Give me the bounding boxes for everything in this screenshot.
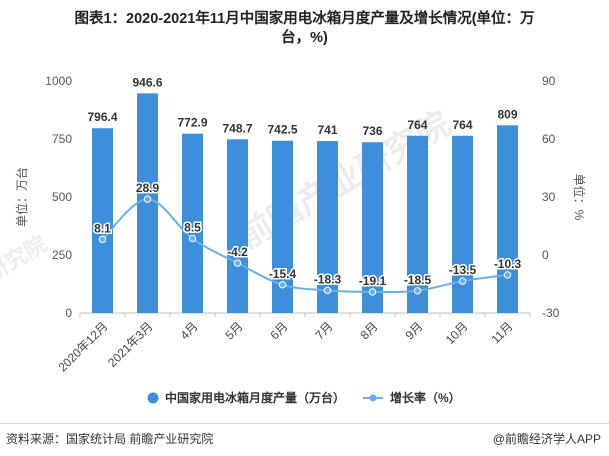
legend-line-label: 增长率（%） (390, 390, 461, 405)
watermark-text-left: 研究院 (0, 231, 51, 286)
chart-title-line1: 图表1：2020-2021年11月中国家用电冰箱月度产量及增长情况(单位：万 (74, 11, 535, 27)
bar (407, 135, 428, 313)
bar-value-label: 764 (407, 118, 427, 132)
bar-value-label: 772.9 (177, 116, 207, 130)
growth-rate-label: -4.2 (227, 245, 248, 259)
bar (272, 140, 293, 313)
growth-rate-point (233, 259, 242, 267)
bar (227, 139, 248, 313)
x-tick-label: 2021年3月 (105, 319, 155, 369)
bar (317, 141, 338, 313)
y-left-tick-label: 500 (52, 190, 72, 204)
x-tick-label: 11月 (488, 319, 515, 346)
source-note: 资料来源：国家统计局 前瞻产业研究院 (6, 432, 214, 446)
footer-divider (0, 423, 609, 424)
bar-value-label: 748.7 (222, 121, 252, 135)
legend-bar-label: 中国家用电冰箱月度产量（万台） (165, 390, 345, 405)
x-tick-label: 2020年12月 (55, 319, 110, 374)
y-left-axis-label: 单位：万台 (14, 167, 29, 227)
growth-rate-point (413, 287, 422, 295)
growth-rate-point (143, 195, 152, 203)
growth-rate-line (101, 198, 508, 294)
x-tick-label: 10月 (443, 319, 471, 347)
growth-rate-point (188, 234, 197, 243)
growth-rate-label: -18.3 (314, 272, 342, 286)
bar (182, 133, 203, 313)
growth-rate-point (98, 235, 107, 244)
y-right-tick-label: 0 (542, 248, 549, 262)
bar-value-label: 809 (497, 107, 517, 121)
y-right-tick-label: 60 (542, 132, 556, 146)
x-tick-label: 9月 (403, 319, 426, 342)
y-right-tick-label: 90 (542, 74, 556, 88)
bar-value-label: 946.6 (132, 75, 162, 89)
bar (497, 125, 518, 313)
growth-rate-label: 8.1 (94, 221, 111, 235)
bar (92, 128, 113, 313)
y-right-axis-label: 单位：% (572, 174, 587, 221)
growth-rate-label: -13.5 (449, 263, 477, 277)
legend-bar-marker (147, 392, 159, 404)
bar (362, 142, 383, 313)
x-tick-label: 5月 (223, 319, 246, 342)
growth-rate-point (323, 286, 332, 295)
legend-line-marker-dot (369, 394, 377, 402)
y-left-tick-label: 750 (52, 132, 72, 146)
x-tick-label: 8月 (358, 319, 381, 342)
y-right-tick-label: -30 (542, 306, 560, 320)
bar-value-label: 796.4 (87, 110, 117, 124)
brand-credit: @前瞻经济学人APP (492, 432, 601, 446)
x-tick-label: 6月 (268, 319, 291, 342)
bar-value-label: 764 (452, 118, 472, 132)
bar-value-label: 742.5 (267, 123, 297, 137)
chart-title: 图表1：2020-2021年11月中国家用电冰箱月度产量及增长情况(单位：万 台… (0, 10, 609, 48)
x-tick-label: 7月 (313, 319, 336, 342)
bar (452, 135, 473, 313)
y-left-tick-label: 1000 (45, 74, 72, 88)
growth-rate-label: -18.5 (404, 273, 432, 287)
growth-rate-label: 8.5 (184, 221, 201, 235)
y-left-tick-label: 250 (52, 248, 72, 262)
bar (137, 93, 158, 314)
growth-rate-label: -15.4 (269, 267, 297, 281)
growth-rate-point (368, 288, 377, 296)
growth-rate-point (278, 281, 287, 289)
y-right-tick-label: 30 (542, 190, 556, 204)
y-left-tick-label: 0 (65, 306, 72, 320)
growth-rate-label: -19.1 (359, 274, 387, 288)
growth-rate-label: 28.9 (136, 181, 160, 195)
growth-rate-point (458, 277, 467, 285)
growth-rate-point (503, 271, 512, 279)
bar-value-label: 736 (362, 124, 382, 138)
x-tick-label: 4月 (178, 319, 201, 342)
chart-title-line2: 台，%) (281, 30, 328, 46)
bar-value-label: 741 (317, 123, 337, 137)
growth-rate-label: -10.3 (494, 257, 522, 271)
